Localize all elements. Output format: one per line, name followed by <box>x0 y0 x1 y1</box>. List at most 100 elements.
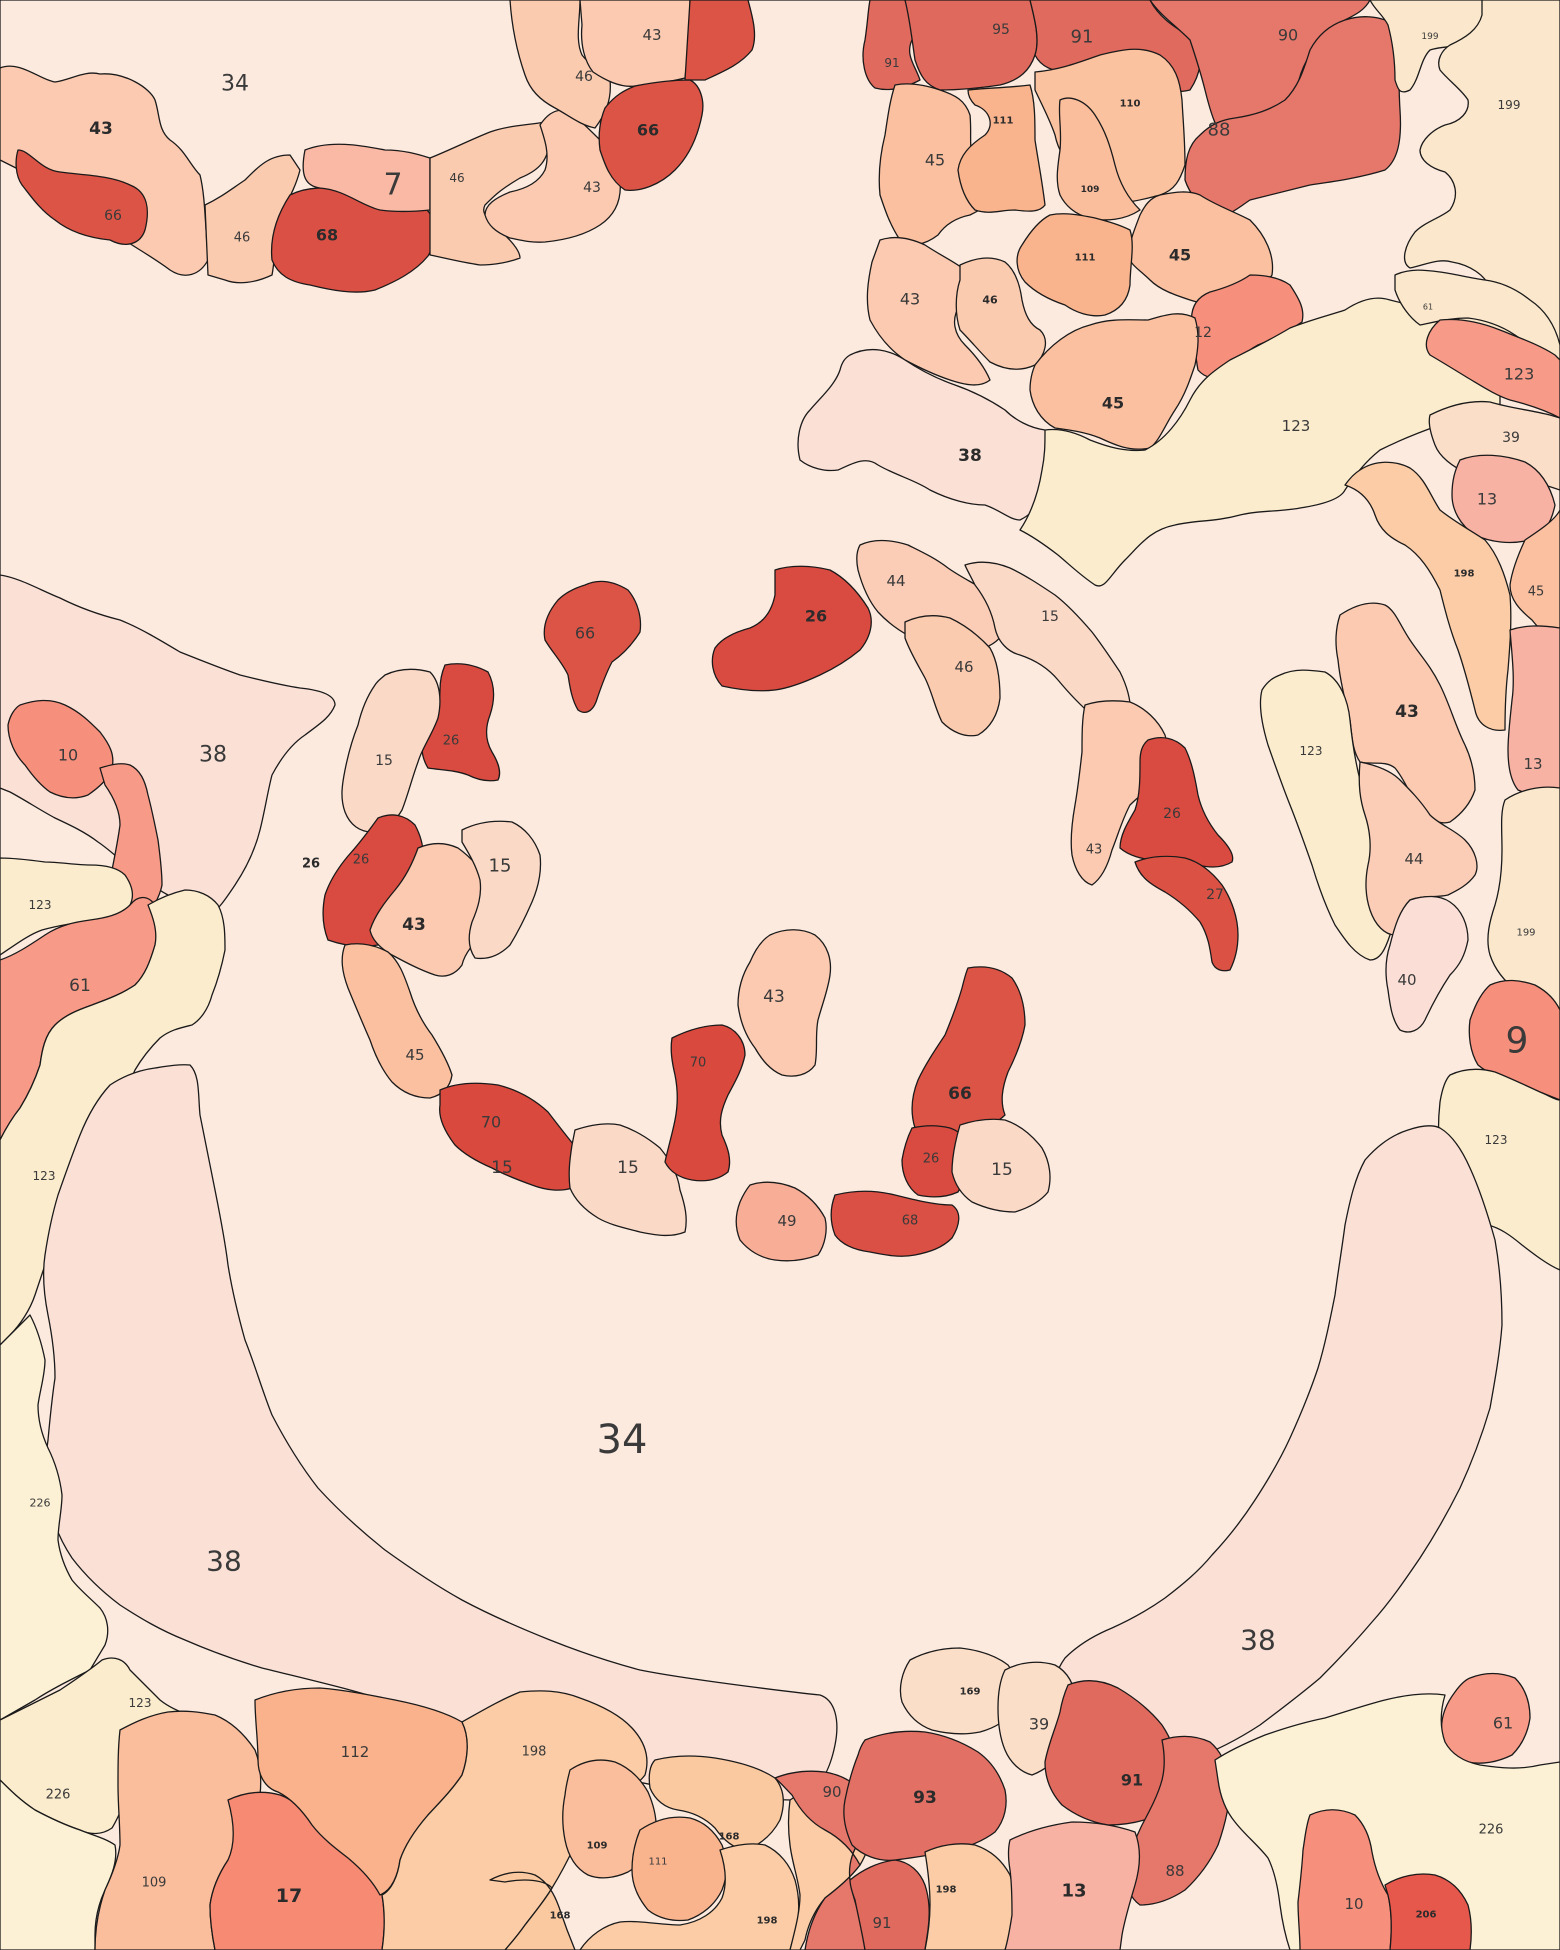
region-label: 17 <box>276 1885 302 1907</box>
region-199-c[interactable] <box>1394 269 1560 361</box>
region-43-arc-e[interactable] <box>579 0 691 87</box>
region-111-b[interactable] <box>1016 213 1133 317</box>
region-label: 198 <box>522 1745 547 1760</box>
region-label: 46 <box>575 69 593 85</box>
region-49[interactable] <box>735 1181 827 1262</box>
region-label: 199 <box>1421 32 1438 42</box>
region-label: 123 <box>129 1696 152 1710</box>
region-123-left[interactable] <box>0 857 134 956</box>
region-label: 198 <box>936 1885 957 1896</box>
region-43-center-b[interactable] <box>737 929 832 1077</box>
region-label: 43 <box>642 26 661 44</box>
region-label: 111 <box>1075 253 1096 264</box>
region-label: 43 <box>763 987 785 1007</box>
region-label: 26 <box>302 857 320 872</box>
region-111-a[interactable] <box>957 84 1046 213</box>
region-label: 39 <box>1502 430 1520 446</box>
region-label: 88 <box>1165 1862 1184 1880</box>
region-label: 7 <box>383 168 402 203</box>
region-46-tr[interactable] <box>955 257 1047 370</box>
region-95[interactable] <box>904 0 1038 91</box>
region-27[interactable] <box>1134 855 1239 972</box>
region-43-tr[interactable] <box>866 236 991 386</box>
region-109[interactable] <box>1056 97 1141 221</box>
region-46-arc-d[interactable] <box>509 0 611 129</box>
region-45-right[interactable] <box>1509 509 1560 651</box>
region-15-center-b[interactable] <box>951 1118 1051 1213</box>
region-label: 226 <box>46 1788 71 1803</box>
region-66-topleft[interactable] <box>15 149 148 245</box>
region-199-right[interactable] <box>1487 786 1560 1011</box>
region-7-arc[interactable] <box>302 143 431 213</box>
region-label: 66 <box>637 121 659 140</box>
region-label: 199 <box>1516 928 1535 939</box>
region-label: 111 <box>648 1857 667 1868</box>
region-label: 46 <box>449 171 464 185</box>
region-label: 95 <box>992 22 1010 38</box>
region-label: 123 <box>29 898 52 912</box>
region-label: 38 <box>199 743 227 768</box>
region-91-bottom[interactable] <box>849 1859 930 1950</box>
region-label: 26 <box>443 734 460 749</box>
region-45-tr3[interactable] <box>1029 313 1199 450</box>
region-label: 38 <box>1240 1624 1276 1657</box>
region-15-bottom-ring[interactable] <box>568 1123 687 1237</box>
region-label: 123 <box>33 1169 56 1183</box>
region-label: 68 <box>902 1214 919 1229</box>
region-226-left[interactable] <box>0 1314 109 1721</box>
region-46-arc-b[interactable] <box>429 121 551 266</box>
region-45-tr[interactable] <box>878 83 996 246</box>
region-198-bottom2[interactable] <box>579 1843 800 1950</box>
region-43-arc-c[interactable] <box>484 109 621 243</box>
region-label: 43 <box>402 915 426 935</box>
region-10-left[interactable] <box>7 699 114 799</box>
region-label: 90 <box>822 1783 841 1801</box>
region-111-bottom[interactable] <box>631 1816 728 1922</box>
region-168-a[interactable] <box>489 1871 576 1950</box>
region-91-bottom2[interactable] <box>1044 1680 1181 1826</box>
region-13-bottom[interactable] <box>1004 1821 1141 1950</box>
region-label: 46 <box>954 658 973 676</box>
region-label: 198 <box>1454 569 1475 580</box>
region-40-right[interactable] <box>1385 895 1469 1033</box>
region-61-tr[interactable] <box>1425 318 1560 419</box>
region-label: 109 <box>1081 185 1100 195</box>
region-label: 15 <box>991 1160 1013 1180</box>
region-label: 226 <box>1479 1823 1504 1838</box>
region-123-right[interactable] <box>1259 669 1401 961</box>
region-68-center[interactable] <box>830 1190 960 1257</box>
region-label: 45 <box>1102 394 1124 413</box>
region-label: 123 <box>1485 1133 1508 1147</box>
region-70-center[interactable] <box>664 1024 746 1182</box>
region-label: 45 <box>1528 585 1545 600</box>
region-label: 168 <box>550 1911 571 1922</box>
region-66-arc-f[interactable] <box>684 0 756 81</box>
region-198-tr[interactable] <box>1344 461 1512 731</box>
region-46-center[interactable] <box>904 615 1001 737</box>
region-label: 15 <box>489 856 512 877</box>
region-61-bottom[interactable] <box>1440 1672 1531 1764</box>
region-206[interactable] <box>1384 1873 1472 1950</box>
region-label: 91 <box>1121 1771 1143 1790</box>
region-109-mid[interactable] <box>562 1759 657 1879</box>
region-26-center-a[interactable] <box>711 565 872 692</box>
region-label: 45 <box>1169 246 1191 265</box>
region-label: 91 <box>872 1914 891 1932</box>
region-13-right[interactable] <box>1507 625 1560 806</box>
region-38-tr[interactable] <box>797 348 1047 521</box>
region-label: 61 <box>1423 303 1433 312</box>
region-123-tr[interactable] <box>1019 297 1501 587</box>
region-label: 123 <box>1300 744 1323 758</box>
region-label: 169 <box>960 1687 981 1698</box>
region-15-left-ring2[interactable] <box>461 820 542 960</box>
region-226-left2[interactable] <box>0 1779 117 1950</box>
region-label: 15 <box>1041 609 1059 625</box>
region-label: 70 <box>481 1113 501 1132</box>
region-66-center[interactable] <box>543 580 642 713</box>
region-label: 66 <box>575 624 595 643</box>
region-66-arc-g[interactable] <box>598 79 704 191</box>
region-label: 38 <box>206 1545 242 1578</box>
